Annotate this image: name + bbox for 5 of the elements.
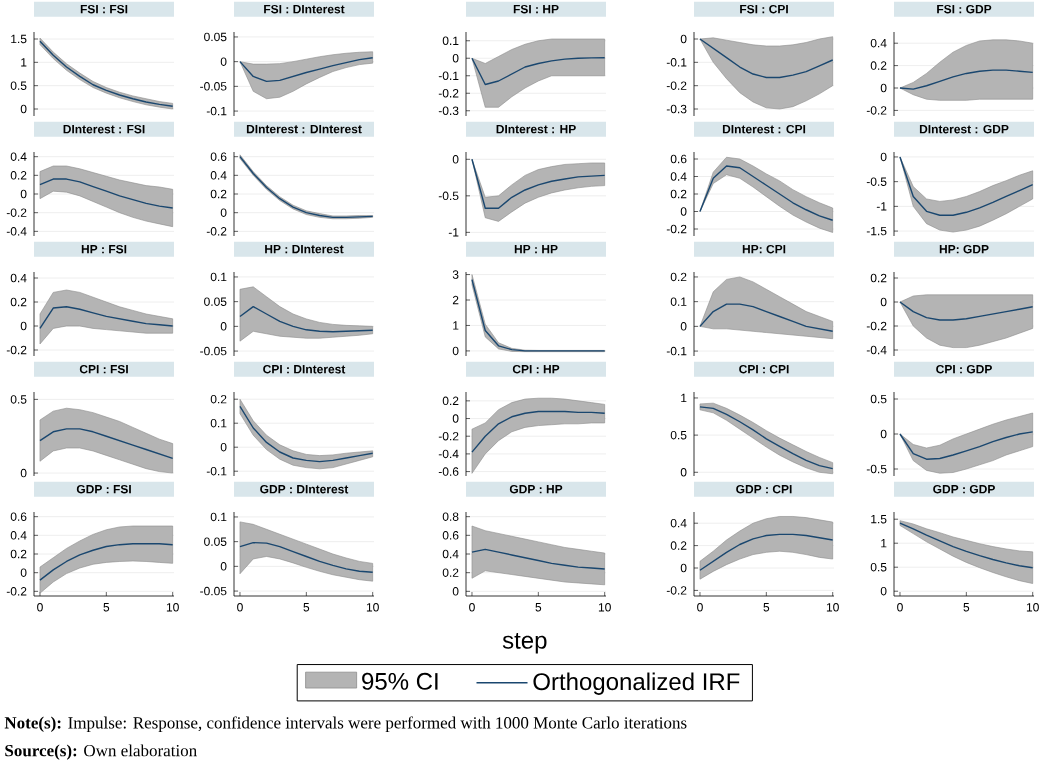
text: 95% CI (362, 672, 438, 690)
text: Note(s): Impulse: Response, confidence intervals were performed with 1000 Monte Carlo iterations (4, 716, 687, 732)
text: Source(s): Own elaboration (5, 744, 197, 760)
legend-label: Orthogonalized IRF (533, 672, 740, 695)
x-axis-title: step (502, 633, 547, 654)
